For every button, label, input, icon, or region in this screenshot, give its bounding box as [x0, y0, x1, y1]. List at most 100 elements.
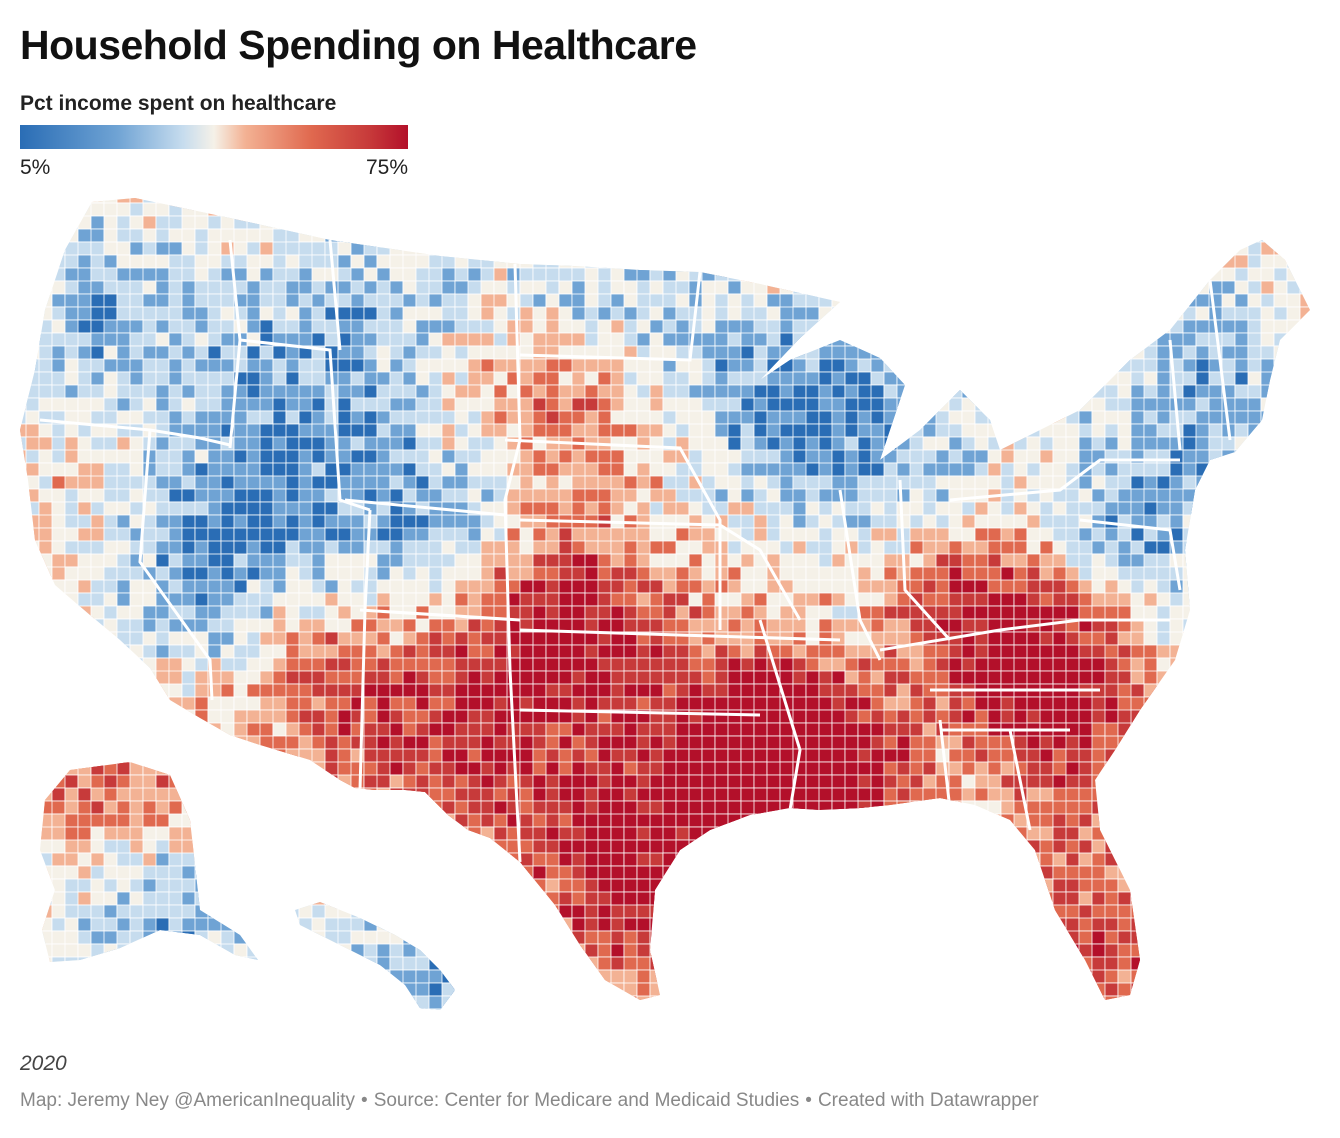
county-cell: [64, 696, 92, 711]
county-cell: [1247, 761, 1275, 789]
county-cell: [1234, 618, 1249, 633]
county-cell: [1104, 358, 1119, 373]
county-cell: [25, 631, 53, 646]
county-cell: [20, 293, 40, 308]
county-cell: [987, 735, 1002, 750]
county-cell: [207, 735, 222, 750]
county-cell: [818, 410, 833, 425]
county-cell: [1065, 579, 1080, 594]
county-cell: [662, 605, 677, 620]
county-choropleth-map[interactable]: [0, 190, 1340, 1030]
county-cell: [1026, 397, 1054, 412]
county-cell: [181, 241, 196, 256]
county-cell: [20, 267, 40, 282]
county-cell: [20, 540, 27, 568]
county-cell: [168, 345, 183, 360]
county-cell: [1313, 307, 1326, 333]
county-cell: [1039, 540, 1054, 555]
county-cell: [363, 371, 378, 386]
county-cell: [883, 254, 898, 269]
county-cell: [1208, 215, 1223, 230]
county-cell: [1247, 462, 1262, 490]
county-cell: [818, 553, 833, 568]
county-cell: [389, 683, 404, 698]
county-cell: [779, 670, 794, 685]
county-cell: [20, 787, 27, 815]
county-cell: [363, 787, 378, 802]
county-cell: [558, 605, 573, 620]
county-cell: [1013, 267, 1028, 295]
county-cell: [272, 306, 287, 321]
county-cell: [298, 618, 313, 633]
county-cell: [1208, 579, 1236, 607]
county-cell: [168, 631, 183, 646]
county-cell: [1208, 198, 1236, 204]
county-cell: [519, 306, 534, 321]
county-cell: [51, 748, 79, 763]
county-cell: [1169, 696, 1184, 711]
county-cell: [987, 215, 1002, 243]
county-cell: [1156, 293, 1184, 321]
county-cell: [1013, 423, 1028, 438]
county-cell: [298, 423, 313, 438]
county-cell: [740, 748, 755, 763]
county-cell: [155, 566, 170, 581]
county-cell: [1260, 280, 1275, 295]
county-cell: [727, 709, 742, 724]
county-cell: [1169, 215, 1184, 243]
county-cell: [597, 540, 612, 555]
county-cell: [1182, 800, 1197, 815]
county-cell: [1169, 267, 1184, 282]
county-cell: [1286, 709, 1301, 724]
county-cell: [77, 670, 105, 698]
county-cell: [376, 657, 391, 672]
county-cell: [974, 228, 1002, 243]
county-cell: [1260, 709, 1275, 724]
county-cell: [753, 267, 768, 282]
county-cell: [1313, 723, 1326, 749]
county-cell: [116, 761, 131, 776]
county-cell: [350, 319, 365, 334]
county-cell: [181, 198, 196, 204]
county-cell: [818, 228, 846, 243]
county-cell: [961, 215, 989, 243]
county-cell: [311, 579, 326, 594]
county-cell: [1104, 787, 1132, 802]
county-cell: [532, 202, 547, 230]
county-cell: [1052, 293, 1067, 321]
county-cell: [597, 423, 612, 438]
county-cell: [1286, 475, 1310, 490]
county-cell: [1273, 462, 1288, 490]
county-cell: [1260, 683, 1275, 698]
county-cell: [129, 709, 157, 737]
county-cell: [51, 709, 66, 724]
county-cell: [233, 787, 261, 815]
county-cell: [363, 384, 378, 399]
county-cell: [298, 306, 313, 321]
county-cell: [454, 644, 469, 659]
county-cell: [714, 254, 742, 269]
county-cell: [129, 436, 144, 451]
county-cell: [64, 228, 79, 243]
county-cell: [1000, 293, 1015, 308]
county-cell: [25, 787, 40, 815]
county-cell: [623, 683, 638, 698]
county-cell: [324, 696, 339, 711]
county-cell: [51, 722, 79, 750]
county-cell: [1247, 683, 1275, 698]
county-cell: [805, 371, 820, 386]
county-cell: [38, 198, 66, 217]
county-cell: [1039, 306, 1054, 321]
county-cell: [1326, 619, 1340, 632]
county-cell: [805, 332, 820, 347]
county-cell: [363, 228, 378, 243]
county-cell: [1052, 241, 1067, 269]
county-cell: [298, 787, 313, 815]
county-cell: [870, 228, 885, 243]
county-cell: [519, 384, 534, 399]
county-cell: [766, 202, 781, 217]
county-cell: [675, 397, 690, 412]
county-cell: [961, 410, 976, 425]
county-cell: [246, 527, 261, 542]
county-cell: [1130, 735, 1145, 750]
